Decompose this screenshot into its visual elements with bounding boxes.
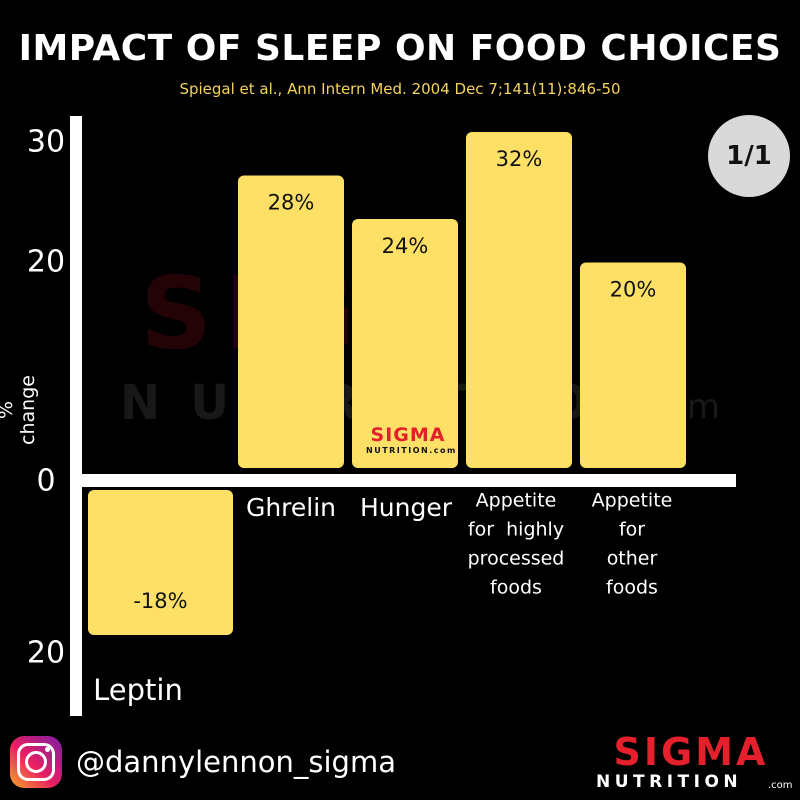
data-label-4: 20% bbox=[610, 278, 657, 302]
category-label-4: for bbox=[619, 519, 645, 541]
bar-1 bbox=[238, 175, 344, 468]
category-label-3: for highly bbox=[468, 519, 564, 541]
category-label-3: Appetite bbox=[476, 490, 557, 512]
category-label-3: processed bbox=[468, 548, 565, 570]
instagram-icon-lens bbox=[25, 751, 47, 773]
x-axis-line bbox=[70, 474, 736, 487]
data-label-0: -18% bbox=[133, 589, 187, 613]
brand-sub: NUTRITION bbox=[596, 772, 743, 792]
page-indicator-badge: 1/1 bbox=[708, 115, 790, 197]
instagram-icon-frame bbox=[17, 743, 55, 781]
brand-domain: .com bbox=[768, 780, 793, 791]
brand-name: SIGMA bbox=[613, 730, 769, 774]
data-label-2: 24% bbox=[382, 234, 429, 258]
bar-logo: SIGMA NUTRITION.com bbox=[360, 424, 456, 462]
category-label-1: Ghrelin bbox=[246, 493, 336, 522]
y-tick-label: 20 bbox=[27, 636, 65, 671]
y-axis-label: % change bbox=[0, 375, 39, 445]
bar-0 bbox=[88, 490, 233, 635]
category-label-2: Hunger bbox=[360, 493, 453, 522]
y-axis-line bbox=[70, 116, 82, 716]
y-tick-label: 20 bbox=[27, 245, 65, 280]
category-label-4: Appetite bbox=[592, 490, 673, 512]
instagram-icon-dot bbox=[45, 747, 50, 752]
social-handle[interactable]: @dannylennon_sigma bbox=[76, 745, 396, 779]
chart-subtitle: Spiegal et al., Ann Intern Med. 2004 Dec… bbox=[179, 80, 621, 98]
category-label-4: other bbox=[607, 548, 658, 570]
instagram-icon[interactable] bbox=[10, 736, 62, 788]
data-label-1: 28% bbox=[268, 191, 315, 215]
chart-title: IMPACT OF SLEEP ON FOOD CHOICES bbox=[18, 28, 782, 69]
bar-2 bbox=[352, 219, 458, 468]
category-label-3: foods bbox=[490, 577, 542, 599]
bar-logo-sub: NUTRITION.com bbox=[366, 446, 457, 455]
y-tick-label: 0 bbox=[36, 464, 55, 499]
category-label-0: Leptin bbox=[93, 673, 183, 707]
bar-3 bbox=[466, 132, 572, 468]
category-label-4: foods bbox=[606, 577, 658, 599]
brand-logo: SIGMA NUTRITION .com bbox=[596, 730, 793, 794]
bar-4 bbox=[580, 262, 686, 468]
bar-logo-name: SIGMA bbox=[370, 424, 446, 446]
data-label-3: 32% bbox=[496, 147, 543, 171]
y-tick-label: 30 bbox=[27, 125, 65, 160]
